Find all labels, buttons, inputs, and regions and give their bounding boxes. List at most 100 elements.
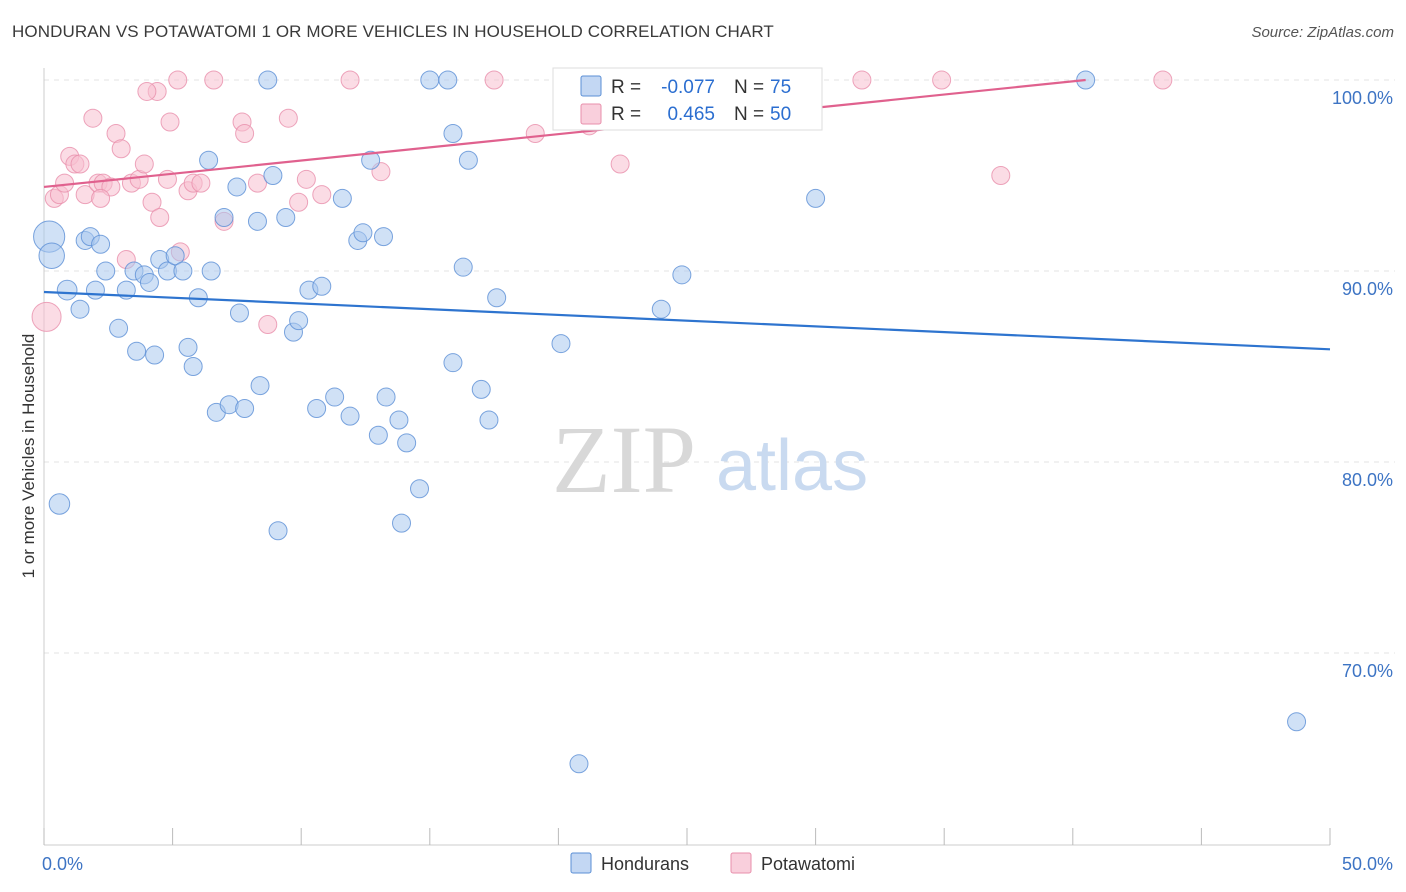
legend-n-label-hondurans: N = xyxy=(734,77,764,98)
legend-r-label-potawatomi: R = xyxy=(611,104,641,125)
honduran-point-58 xyxy=(443,123,463,143)
potawatomi-point-23 xyxy=(168,70,188,90)
honduran-point-19 xyxy=(165,246,185,266)
potawatomi-point-38 xyxy=(340,70,360,90)
honduran-point-65 xyxy=(551,334,571,354)
honduran-point-44 xyxy=(332,188,352,208)
honduran-point-15 xyxy=(139,272,159,292)
honduran-point-29 xyxy=(229,303,249,323)
honduran-point-53 xyxy=(392,513,412,533)
potawatomi-point-18 xyxy=(142,192,162,212)
honduran-point-62 xyxy=(471,379,491,399)
potawatomi-point-27 xyxy=(191,173,211,193)
honduran-point-55 xyxy=(410,479,430,499)
potawatomi-point-0 xyxy=(31,301,62,332)
potawatomi-point-35 xyxy=(289,192,309,212)
legend-n-label-potawatomi: N = xyxy=(734,104,764,125)
honduran-point-54 xyxy=(397,433,417,453)
honduran-point-64 xyxy=(487,288,507,308)
honduran-point-68 xyxy=(651,299,671,319)
honduran-point-33 xyxy=(250,376,270,396)
potawatomi-point-46 xyxy=(991,166,1011,185)
honduran-point-16 xyxy=(145,345,165,365)
potawatomi-point-49 xyxy=(91,188,111,208)
correlation-legend: R = -0.077 N = 75 R = 0.465 N = 50 xyxy=(552,67,823,131)
potawatomi-point-22 xyxy=(160,112,180,132)
potawatomi-point-36 xyxy=(296,169,316,189)
honduran-point-69 xyxy=(672,265,692,285)
potawatomi-point-6 xyxy=(70,154,90,174)
x-tick-label-right: 50.0% xyxy=(1342,854,1393,874)
potawatomi-point-43 xyxy=(610,154,630,174)
honduran-point-37 xyxy=(276,208,296,228)
bottom-legend-swatch-potawatomi xyxy=(730,852,752,874)
potawatomi-point-40 xyxy=(484,70,504,90)
honduran-point-34 xyxy=(258,70,278,90)
potawatomi-point-33 xyxy=(258,314,278,334)
honduran-point-4 xyxy=(70,299,90,319)
watermark-atlas: atlas xyxy=(716,426,868,506)
honduran-point-3 xyxy=(56,279,78,301)
trend-lines xyxy=(43,78,1331,351)
honduran-point-47 xyxy=(353,223,373,243)
honduran-point-57 xyxy=(438,70,458,90)
honduran-point-27 xyxy=(214,208,234,228)
y-tick-label-1: 90.0% xyxy=(1342,279,1393,299)
honduran-point-2 xyxy=(48,493,71,515)
potawatomi-point-31 xyxy=(235,123,255,143)
potawatomi-point-17 xyxy=(134,154,154,174)
honduran-point-60 xyxy=(453,257,473,277)
potawatomi-point-47 xyxy=(1153,70,1173,90)
y-tick-label-2: 80.0% xyxy=(1342,470,1393,490)
honduran-point-63 xyxy=(479,410,499,430)
honduran-point-30 xyxy=(235,399,255,419)
honduran-point-13 xyxy=(127,341,147,361)
honduran-point-31 xyxy=(227,177,247,197)
honduran-point-24 xyxy=(199,150,219,170)
honduran-point-66 xyxy=(569,754,589,774)
honduran-point-25 xyxy=(201,261,221,281)
bottom-legend-label-hondurans: Hondurans xyxy=(601,854,689,874)
potawatomi-point-8 xyxy=(83,108,103,128)
potawatomi-point-44 xyxy=(852,70,872,90)
y-tick-label-0: 100.0% xyxy=(1332,88,1393,108)
y-tick-labels: 100.0% 90.0% 80.0% 70.0% xyxy=(1332,88,1393,681)
honduran-point-7 xyxy=(85,280,105,300)
honduran-trend-line xyxy=(43,290,1331,351)
potawatomi-point-32 xyxy=(247,173,267,193)
honduran-point-35 xyxy=(263,166,283,185)
honduran-point-9 xyxy=(96,261,116,281)
honduran-point-8 xyxy=(91,234,111,254)
honduran-point-32 xyxy=(247,211,267,231)
legend-swatch-hondurans xyxy=(580,75,602,97)
honduran-point-45 xyxy=(340,406,360,426)
honduran-point-71 xyxy=(806,188,826,208)
legend-swatch-potawatomi xyxy=(580,103,602,125)
legend-r-value-potawatomi: 0.465 xyxy=(667,104,715,125)
series-legend: Hondurans Potawatomi xyxy=(570,852,855,874)
potawatomi-point-28 xyxy=(204,70,224,90)
honduran-point-61 xyxy=(458,150,478,170)
honduran-point-51 xyxy=(376,387,396,407)
honduran-point-48 xyxy=(361,150,381,170)
potawatomi-point-13 xyxy=(111,139,131,159)
x-tick-label-left: 0.0% xyxy=(42,854,83,874)
honduran-point-22 xyxy=(183,357,203,376)
y-axis-title: 1 or more Vehicles in Household xyxy=(19,334,38,579)
chart-source: Source: ZipAtlas.com xyxy=(1251,24,1394,41)
legend-n-value-potawatomi: 50 xyxy=(770,104,791,125)
chart-title: HONDURAN VS POTAWATOMI 1 OR MORE VEHICLE… xyxy=(12,22,774,41)
watermark-zip: ZIP xyxy=(552,406,696,513)
honduran-point-56 xyxy=(420,70,440,90)
honduran-point-50 xyxy=(374,227,394,247)
potawatomi-point-37 xyxy=(312,185,332,205)
legend-n-value-hondurans: 75 xyxy=(770,77,791,98)
honduran-point-73 xyxy=(1287,712,1307,732)
potawatomi-point-41 xyxy=(525,123,545,143)
honduran-point-1 xyxy=(38,242,65,269)
potawatomi-point-34 xyxy=(278,108,298,128)
y-tick-label-3: 70.0% xyxy=(1342,661,1393,681)
potawatomi-trend-line xyxy=(43,78,1086,189)
honduran-point-41 xyxy=(312,276,332,296)
